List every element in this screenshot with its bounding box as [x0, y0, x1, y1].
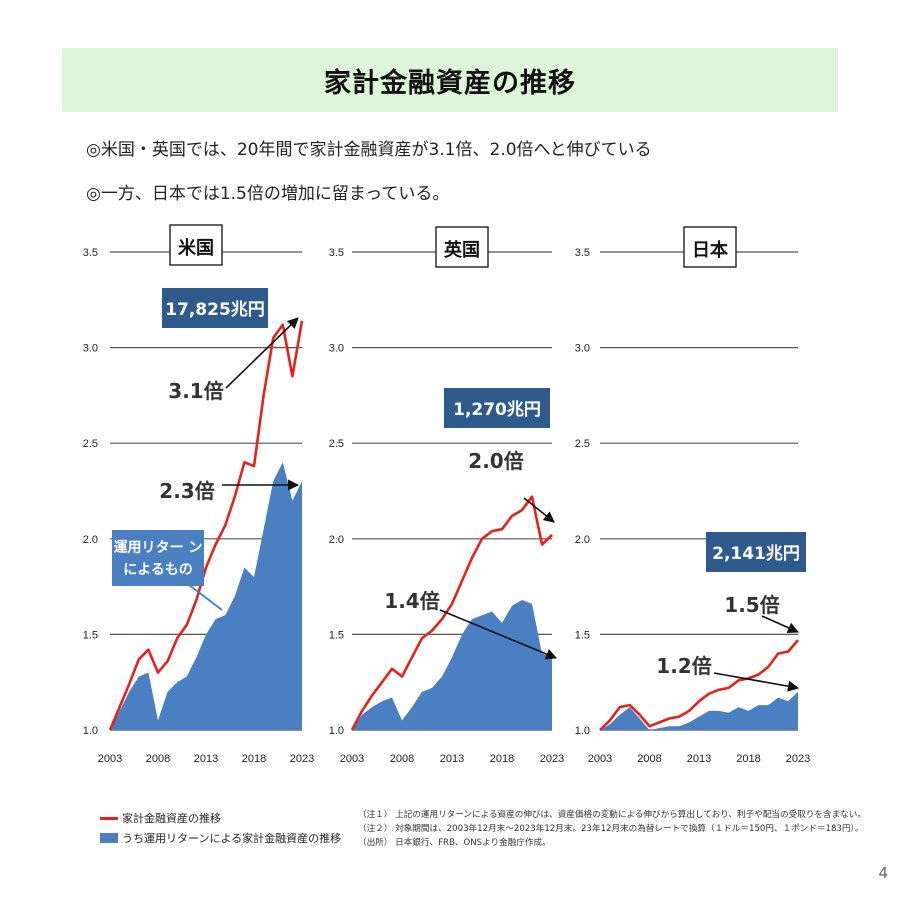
us-returns-callout-line: [179, 577, 223, 611]
bullet-japan: ◎一方、日本では1.5倍の増加に留まっている。: [86, 184, 450, 204]
footnote-1: （注１） 上記の運用リターンによる資産の伸びは、資産価格の変動による伸びから算出…: [358, 810, 866, 820]
us-country-title: 米国: [178, 237, 214, 259]
us-xtick-label: 2018: [242, 753, 266, 765]
legend-item-total: 家計金融資産の推移: [100, 808, 341, 828]
us-ytick-label: 1.5: [83, 629, 98, 641]
footnotes: （注１） 上記の運用リターンによる資産の伸びは、資産価格の変動による伸びから算出…: [358, 808, 866, 850]
us-total-label-box: [162, 288, 268, 328]
jp-ytick-label: 1.0: [575, 725, 590, 737]
us-total-label: 17,825兆円: [165, 300, 265, 320]
jp-ytick-label: 3.5: [575, 247, 590, 259]
us-xtick-label: 2023: [290, 753, 314, 765]
jp-total-label-box: [706, 532, 806, 572]
title-bar: 家計金融資産の推移: [62, 48, 838, 112]
uk-returns-area: [352, 600, 552, 730]
us-ytick-label: 3.5: [83, 247, 98, 259]
uk-xtick-label: 2003: [340, 753, 364, 765]
uk-xtick-label: 2008: [390, 753, 414, 765]
us-returns-callout-box: [112, 530, 204, 586]
footnote-2: （注２） 対象期間は、2003年12月末～2023年12月末。23年12月末の為…: [358, 824, 864, 834]
uk-ytick-label: 3.5: [329, 247, 344, 259]
uk-total-line: [350, 495, 553, 731]
us-xtick-label: 2008: [146, 753, 170, 765]
page-title: 家計金融資産の推移: [324, 67, 576, 99]
uk-ytick-label: 1.5: [329, 629, 344, 641]
jp-xtick-label: 2008: [637, 753, 661, 765]
uk-ytick-label: 2.5: [329, 438, 344, 450]
us-title-box: [169, 224, 223, 266]
uk-xtick-label: 2013: [440, 753, 464, 765]
jp-total-label: 2,141兆円: [712, 544, 800, 564]
uk-total-label: 1,270兆円: [453, 400, 541, 420]
legend: 家計金融資産の推移 うち運用リターンによる家計金融資産の推移: [100, 808, 341, 848]
uk-returns-arrow: [439, 609, 558, 660]
uk-total-multiple: 2.0倍: [468, 449, 523, 473]
jp-returns-multiple: 1.2倍: [656, 654, 711, 678]
jp-xtick-label: 2018: [736, 753, 760, 765]
us-ytick-label: 2.5: [83, 438, 98, 450]
uk-returns-multiple: 1.4倍: [384, 589, 439, 613]
us-ytick-label: 3.0: [83, 343, 98, 355]
us-returns-callout-text: 運用リター ン: [114, 540, 203, 556]
uk-total-arrow: [523, 497, 555, 523]
us-total-multiple: 3.1倍: [168, 379, 223, 403]
legend-label-returns: うち運用リターンによる家計金融資産の推移: [122, 832, 342, 845]
legend-item-returns: うち運用リターンによる家計金融資産の推移: [100, 828, 341, 848]
jp-ytick-label: 1.5: [575, 629, 590, 641]
jp-country-title: 日本: [692, 239, 728, 261]
uk-xtick-label: 2018: [490, 753, 514, 765]
uk-ytick-label: 2.0: [329, 534, 344, 546]
jp-xtick-label: 2013: [687, 753, 711, 765]
jp-returns-arrow: [713, 672, 800, 692]
uk-title-box: [435, 226, 489, 268]
legend-label-total: 家計金融資産の推移: [122, 812, 221, 825]
us-ytick-label: 1.0: [83, 725, 98, 737]
jp-title-box: [683, 226, 737, 268]
jp-total-arrow: [761, 615, 800, 634]
us-returns-callout-text: によるもの: [123, 562, 193, 578]
jp-xtick-label: 2003: [588, 753, 612, 765]
us-xtick-label: 2003: [98, 753, 122, 765]
page-number: 4: [878, 864, 888, 882]
jp-xtick-label: 2023: [786, 753, 810, 765]
us-total-line: [108, 320, 304, 731]
uk-country-title: 英国: [443, 239, 480, 261]
us-total-arrow: [225, 317, 299, 389]
bullet-us-uk: ◎米国・英国では、20年間で家計金融資産が3.1倍、2.0倍へと伸びている: [86, 140, 652, 160]
footnote-source: （出所） 日本銀行、FRB、ONSより金融庁作成。: [358, 838, 551, 848]
uk-xtick-label: 2023: [540, 753, 564, 765]
legend-swatch-returns: [100, 833, 118, 843]
uk-ytick-label: 3.0: [329, 343, 344, 355]
us-xtick-label: 2013: [194, 753, 218, 765]
uk-total-label-box: [444, 388, 550, 428]
us-returns-multiple: 2.3倍: [159, 479, 214, 503]
jp-returns-area: [600, 691, 798, 730]
jp-ytick-label: 2.0: [575, 534, 590, 546]
jp-total-multiple: 1.5倍: [724, 593, 779, 617]
uk-ytick-label: 1.0: [329, 725, 344, 737]
jp-total-line: [599, 639, 799, 731]
jp-ytick-label: 2.5: [575, 438, 590, 450]
us-returns-area: [110, 462, 302, 730]
jp-ytick-label: 3.0: [575, 343, 590, 355]
us-ytick-label: 2.0: [83, 534, 98, 546]
legend-swatch-total: [100, 816, 118, 820]
